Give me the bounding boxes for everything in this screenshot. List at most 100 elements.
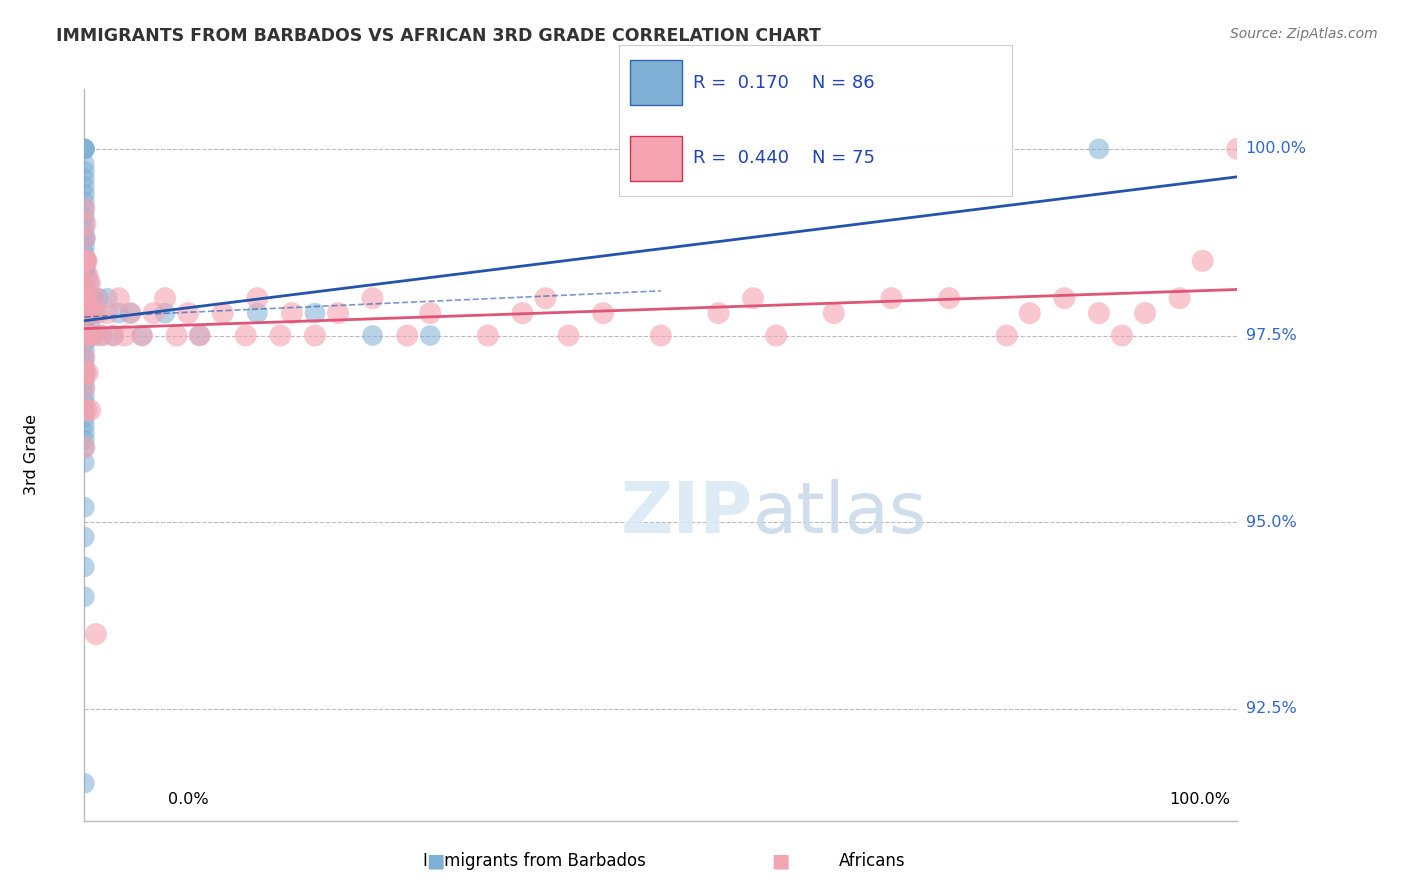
Point — [75, 253, 97, 268]
Point — [73, 441, 96, 455]
Point — [534, 291, 557, 305]
Point — [188, 328, 211, 343]
Point — [73, 425, 96, 440]
Point — [73, 328, 96, 343]
Point — [73, 403, 96, 417]
Point — [73, 433, 96, 447]
Point — [73, 313, 96, 327]
Point — [80, 306, 103, 320]
Point — [73, 351, 96, 365]
Point — [73, 142, 96, 156]
Point — [73, 321, 96, 335]
Point — [396, 328, 419, 343]
Point — [73, 359, 96, 373]
Point — [83, 328, 105, 343]
Point — [73, 560, 96, 574]
Point — [76, 253, 98, 268]
Bar — [630, 136, 682, 181]
Point — [75, 328, 97, 343]
Point — [79, 403, 101, 417]
Point — [75, 253, 97, 268]
Point — [73, 231, 96, 245]
Point — [1226, 142, 1249, 156]
Point — [103, 328, 124, 343]
Point — [326, 306, 349, 320]
Point — [995, 328, 1018, 343]
Point — [557, 328, 579, 343]
Text: ■: ■ — [426, 851, 446, 871]
Point — [73, 366, 96, 380]
Point — [73, 224, 96, 238]
Point — [73, 277, 96, 291]
Point — [73, 381, 96, 395]
Point — [73, 246, 96, 260]
Text: atlas: atlas — [754, 479, 928, 548]
Point — [512, 306, 534, 320]
Point — [131, 328, 153, 343]
Point — [73, 366, 96, 380]
Point — [73, 253, 96, 268]
Point — [304, 328, 326, 343]
Point — [650, 328, 672, 343]
Point — [73, 500, 96, 515]
Point — [75, 291, 97, 305]
Point — [73, 388, 96, 402]
Point — [1088, 142, 1111, 156]
Point — [83, 328, 105, 343]
Point — [76, 306, 98, 320]
Point — [120, 306, 142, 320]
Point — [73, 157, 96, 171]
Point — [73, 171, 96, 186]
Point — [73, 306, 96, 320]
Point — [361, 328, 384, 343]
Point — [73, 410, 96, 425]
Point — [73, 530, 96, 544]
Point — [75, 217, 97, 231]
Point — [742, 291, 765, 305]
Point — [73, 194, 96, 209]
Point — [73, 441, 96, 455]
Text: 0.0%: 0.0% — [167, 792, 208, 806]
Point — [75, 366, 97, 380]
Point — [73, 403, 96, 417]
Point — [235, 328, 257, 343]
Point — [73, 142, 96, 156]
Point — [73, 284, 96, 298]
Point — [76, 268, 98, 283]
Point — [880, 291, 903, 305]
Point — [823, 306, 845, 320]
Text: Immigrants from Barbados: Immigrants from Barbados — [423, 852, 645, 870]
Point — [75, 261, 97, 276]
Point — [765, 328, 787, 343]
Point — [73, 253, 96, 268]
Text: R =  0.170    N = 86: R = 0.170 N = 86 — [693, 73, 875, 92]
Text: 100.0%: 100.0% — [1170, 792, 1230, 806]
Point — [120, 306, 142, 320]
Point — [73, 142, 96, 156]
Point — [73, 381, 96, 395]
Point — [73, 142, 96, 156]
Point — [76, 366, 98, 380]
Point — [79, 328, 101, 343]
Point — [87, 291, 110, 305]
Point — [153, 306, 176, 320]
Point — [76, 306, 98, 320]
Point — [73, 306, 96, 320]
Text: 95.0%: 95.0% — [1246, 515, 1296, 530]
Point — [73, 239, 96, 253]
Text: 97.5%: 97.5% — [1246, 328, 1296, 343]
Point — [304, 306, 326, 320]
Point — [477, 328, 499, 343]
Point — [73, 351, 96, 365]
Point — [73, 291, 96, 305]
Point — [96, 291, 118, 305]
Point — [73, 328, 96, 343]
Point — [73, 395, 96, 409]
Point — [79, 291, 101, 305]
Point — [281, 306, 304, 320]
Point — [76, 328, 98, 343]
Point — [84, 306, 107, 320]
Point — [77, 306, 100, 320]
Point — [246, 306, 269, 320]
Point — [76, 403, 98, 417]
